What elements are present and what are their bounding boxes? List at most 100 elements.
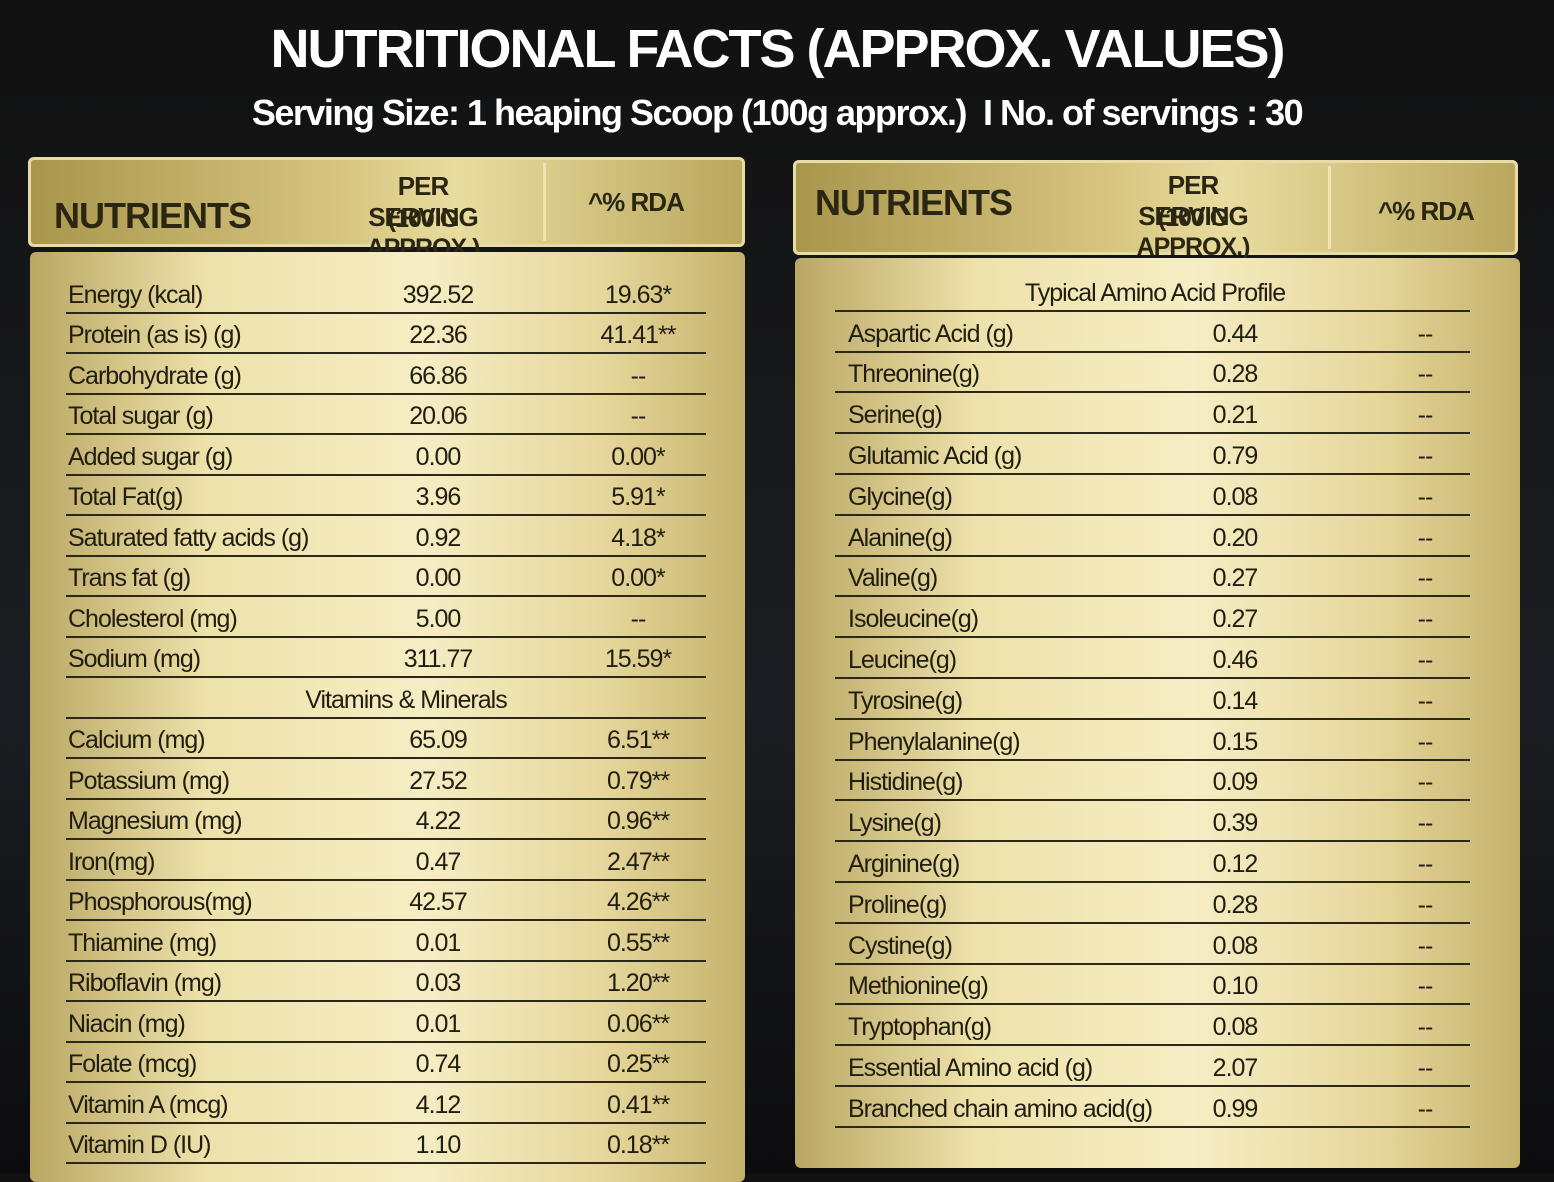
header-rda: ^% RDA: [588, 187, 685, 217]
rda-value: --: [1417, 1013, 1434, 1042]
nutrient-name: Lysine(g): [848, 809, 942, 838]
nutrient-name: Branched chain amino acid(g): [848, 1094, 1153, 1123]
nutrient-name: Niacin (mg): [68, 1009, 186, 1038]
rda-value: 0.18**: [606, 1131, 670, 1159]
rda-value: 6.51**: [606, 726, 670, 754]
table-row: Aspartic Acid (g) 0.44 --: [835, 313, 1470, 353]
table-row: Protein (as is) (g) 22.36 41.41**: [66, 315, 706, 354]
table-row: Phenylalanine(g) 0.15 --: [835, 721, 1470, 761]
header-per-serving-note: (100 G APPROX.): [1136, 204, 1251, 261]
rda-value: 0.96**: [606, 807, 670, 835]
table-row: Thiamine (mg) 0.01 0.55**: [66, 922, 706, 962]
nutrient-name: Carbohydrate (g): [68, 361, 242, 390]
rda-value: 1.20**: [606, 969, 670, 997]
nutrient-name: Serine(g): [848, 401, 943, 430]
per-serving-value: 0.47: [415, 847, 462, 876]
section-label: Typical Amino Acid Profile: [1024, 278, 1286, 307]
per-serving-value: 0.09: [1212, 768, 1259, 797]
table-row: Methionine(g) 0.10 --: [835, 966, 1470, 1006]
nutrient-name: Proline(g): [848, 890, 947, 919]
nutrient-name: Riboflavin (mg): [68, 969, 222, 997]
table-row: Vitamin A (mcg) 4.12 0.41**: [66, 1084, 706, 1124]
rda-value: 0.41**: [606, 1090, 670, 1119]
table-row: Saturated fatty acids (g) 0.92 4.18*: [66, 517, 706, 557]
table-row: Glutamic Acid (g) 0.79 --: [835, 435, 1470, 475]
rda-value: 0.79**: [606, 766, 670, 795]
rda-value: --: [1417, 890, 1434, 919]
per-serving-value: 0.20: [1212, 523, 1259, 552]
table-row: Arginine(g) 0.12 --: [835, 843, 1470, 883]
nutrient-name: Leucine(g): [848, 645, 957, 674]
per-serving-value: 20.06: [409, 402, 468, 430]
nutrient-name: Iron(mg): [68, 847, 155, 876]
rda-value: --: [1417, 972, 1434, 1001]
rda-value: --: [1417, 319, 1434, 348]
table-row: Lysine(g) 0.39 --: [835, 802, 1470, 843]
nutrient-name: Phenylalanine(g): [848, 727, 1021, 756]
table-row: Niacin (mg) 0.01 0.06**: [66, 1003, 706, 1043]
header-nutrients: NUTRIENTS: [54, 195, 252, 236]
nutrient-name: Trans fat (g): [68, 564, 191, 592]
per-serving-value: 3.96: [415, 483, 462, 511]
rda-value: 0.00*: [611, 564, 665, 592]
rda-value: 41.41**: [600, 321, 676, 349]
header-separator: [1328, 166, 1331, 249]
per-serving-value: 22.36: [409, 321, 468, 349]
header-separator: [543, 163, 546, 241]
nutrient-name: Methionine(g): [848, 972, 989, 1001]
nutrient-name: Total sugar (g): [68, 402, 214, 430]
table-row: Serine(g) 0.21 --: [835, 394, 1470, 435]
per-serving-value: 0.08: [1212, 931, 1259, 960]
table-row: Total sugar (g) 20.06 --: [66, 396, 706, 435]
per-serving-value: 0.39: [1212, 809, 1259, 838]
rda-value: 0.00*: [611, 442, 665, 471]
table-row: Riboflavin (mg) 0.03 1.20**: [66, 963, 706, 1002]
per-serving-value: 0.28: [1212, 360, 1259, 389]
rda-value: --: [1417, 809, 1434, 838]
per-serving-value: 0.74: [415, 1050, 462, 1078]
header-per-serving: PER SERVING: [368, 171, 479, 232]
per-serving-value: 0.99: [1212, 1094, 1259, 1123]
rda-value: --: [1417, 1094, 1434, 1123]
table-row: Calcium (mg) 65.09 6.51**: [66, 720, 706, 759]
per-serving-value: 0.08: [1212, 482, 1259, 511]
rda-value: 0.25**: [606, 1050, 670, 1078]
per-serving-value: 27.52: [409, 766, 468, 795]
rda-value: 0.55**: [606, 928, 670, 957]
table-row: Threonine(g) 0.28 --: [835, 354, 1470, 394]
table-row: Phosphorous(mg) 42.57 4.26**: [66, 882, 706, 921]
per-serving-value: 0.28: [1212, 890, 1259, 919]
table-row: Potassium (mg) 27.52 0.79**: [66, 760, 706, 800]
table-row: Iron(mg) 0.47 2.47**: [66, 841, 706, 881]
rda-value: 15.59*: [604, 645, 672, 673]
rda-value: --: [1417, 645, 1434, 674]
per-serving-value: 0.27: [1212, 605, 1259, 634]
nutrient-name: Glycine(g): [848, 482, 953, 511]
table-row: Alanine(g) 0.20 --: [835, 517, 1470, 557]
per-serving-value: 0.14: [1212, 686, 1259, 715]
nutrient-name: Added sugar (g): [68, 442, 233, 471]
rda-value: --: [1417, 849, 1434, 878]
nutrient-name: Phosphorous(mg): [68, 888, 253, 916]
rda-value: --: [1417, 931, 1434, 960]
rda-value: --: [1417, 564, 1434, 593]
per-serving-value: 1.10: [415, 1131, 462, 1159]
rda-value: --: [1417, 360, 1434, 389]
per-serving-value: 0.46: [1212, 645, 1259, 674]
table-row: Carbohydrate (g) 66.86 --: [66, 355, 706, 395]
section-row: Vitamins & Minerals: [66, 679, 706, 719]
table-row: Vitamin D (IU) 1.10 0.18**: [66, 1125, 706, 1164]
per-serving-value: 65.09: [409, 726, 468, 754]
table-row: Energy (kcal) 392.52 19.63*: [66, 274, 706, 314]
per-serving-value: 66.86: [409, 361, 468, 390]
table-row: Essential Amino acid (g) 2.07 --: [835, 1047, 1470, 1087]
table-row: Histidine(g) 0.09 --: [835, 762, 1470, 802]
nutrient-name: Arginine(g): [848, 849, 960, 878]
per-serving-value: 2.07: [1212, 1053, 1259, 1082]
table-row: Magnesium (mg) 4.22 0.96**: [66, 801, 706, 840]
per-serving-value: 0.00: [415, 442, 462, 471]
nutrient-name: Glutamic Acid (g): [848, 441, 1022, 470]
rda-value: 4.18*: [611, 523, 665, 552]
nutrient-name: Cholesterol (mg): [68, 604, 238, 633]
